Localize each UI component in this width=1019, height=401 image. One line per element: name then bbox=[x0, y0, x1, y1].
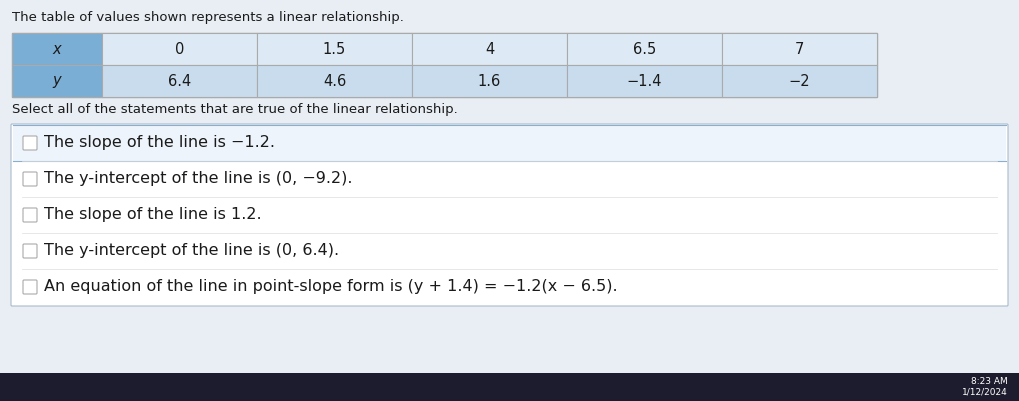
Bar bbox=[12, 33, 102, 65]
Text: 4.6: 4.6 bbox=[323, 73, 346, 89]
FancyBboxPatch shape bbox=[23, 172, 37, 186]
Text: 7: 7 bbox=[795, 41, 804, 57]
Text: Select all of the statements that are true of the linear relationship.: Select all of the statements that are tr… bbox=[12, 103, 458, 116]
Bar bbox=[567, 33, 722, 65]
Bar bbox=[257, 33, 412, 65]
Bar bbox=[13, 125, 1006, 161]
Bar bbox=[412, 33, 567, 65]
Bar bbox=[102, 33, 257, 65]
Text: 6.4: 6.4 bbox=[168, 73, 192, 89]
Bar bbox=[102, 65, 257, 97]
Text: An equation of the line in point-slope form is (y + 1.4) = −1.2(x − 6.5).: An equation of the line in point-slope f… bbox=[44, 279, 618, 294]
Text: The slope of the line is 1.2.: The slope of the line is 1.2. bbox=[44, 207, 262, 223]
Bar bbox=[12, 65, 102, 97]
Bar bbox=[722, 33, 877, 65]
FancyBboxPatch shape bbox=[11, 124, 1008, 306]
Text: The y-intercept of the line is (0, −9.2).: The y-intercept of the line is (0, −9.2)… bbox=[44, 172, 353, 186]
Text: 1.6: 1.6 bbox=[478, 73, 501, 89]
Text: −2: −2 bbox=[789, 73, 810, 89]
Text: x: x bbox=[53, 41, 61, 57]
Text: 4: 4 bbox=[485, 41, 494, 57]
Text: The slope of the line is −1.2.: The slope of the line is −1.2. bbox=[44, 136, 275, 150]
Bar bbox=[12, 33, 877, 97]
Text: −1.4: −1.4 bbox=[627, 73, 662, 89]
Bar bbox=[412, 65, 567, 97]
Text: 0: 0 bbox=[175, 41, 184, 57]
Text: 6.5: 6.5 bbox=[633, 41, 656, 57]
Bar bbox=[722, 65, 877, 97]
Text: 1.5: 1.5 bbox=[323, 41, 346, 57]
Text: 8:23 AM: 8:23 AM bbox=[971, 377, 1008, 387]
Text: 1/12/2024: 1/12/2024 bbox=[962, 387, 1008, 397]
Bar bbox=[567, 65, 722, 97]
FancyBboxPatch shape bbox=[23, 244, 37, 258]
Bar bbox=[257, 65, 412, 97]
FancyBboxPatch shape bbox=[23, 280, 37, 294]
FancyBboxPatch shape bbox=[23, 136, 37, 150]
Text: The y-intercept of the line is (0, 6.4).: The y-intercept of the line is (0, 6.4). bbox=[44, 243, 339, 259]
Bar bbox=[0, 373, 1019, 401]
Text: The table of values shown represents a linear relationship.: The table of values shown represents a l… bbox=[12, 11, 404, 24]
FancyBboxPatch shape bbox=[23, 208, 37, 222]
Text: y: y bbox=[53, 73, 61, 89]
